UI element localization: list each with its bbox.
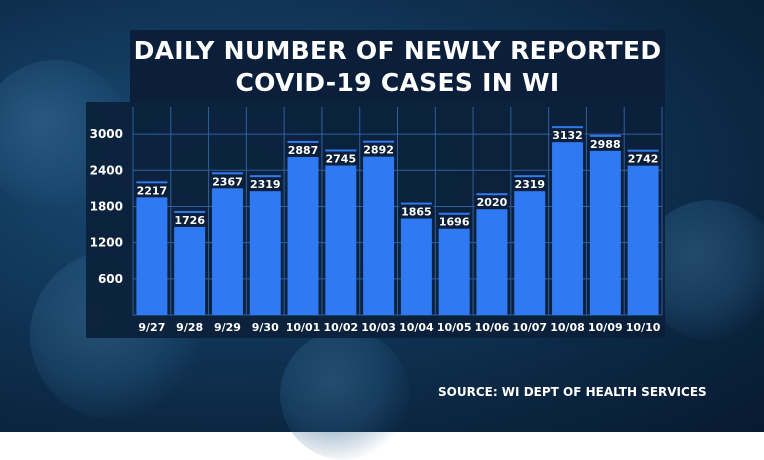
data-label: 1696 — [439, 216, 470, 229]
x-tick-label: 10/08 — [550, 321, 585, 334]
source-credit: SOURCE: WI DEPT OF HEALTH SERVICES — [438, 385, 707, 399]
x-tick-label: 9/28 — [176, 321, 203, 334]
x-tick-label: 10/09 — [588, 321, 623, 334]
data-label-bg — [437, 214, 472, 229]
data-label: 2988 — [590, 138, 621, 151]
data-label-bg — [512, 177, 547, 192]
data-label: 2217 — [137, 184, 168, 197]
data-label: 3132 — [552, 129, 583, 142]
data-label: 2319 — [514, 178, 545, 191]
x-tick-label: 10/02 — [324, 321, 359, 334]
data-label: 1865 — [401, 206, 432, 219]
bar — [514, 175, 546, 315]
x-tick-label: 10/03 — [361, 321, 396, 334]
data-label: 2020 — [477, 196, 508, 209]
bar — [136, 181, 168, 315]
bar — [174, 210, 206, 315]
bar — [249, 175, 281, 315]
x-tick-label: 10/06 — [475, 321, 510, 334]
data-label-bg — [550, 128, 585, 143]
data-label-bg — [361, 142, 396, 157]
data-label-bg — [210, 174, 245, 189]
data-label: 2745 — [326, 153, 357, 166]
y-tick-label: 2400 — [90, 163, 123, 177]
x-tick-label: 9/27 — [138, 321, 165, 334]
y-tick-label: 3000 — [90, 127, 123, 141]
chart-title-box: DAILY NUMBER OF NEWLY REPORTED COVID-19 … — [130, 30, 665, 102]
data-label-bg — [323, 151, 358, 166]
bar — [476, 193, 508, 315]
bar — [400, 202, 432, 315]
y-tick-label: 600 — [98, 272, 123, 286]
data-label: 2319 — [250, 178, 281, 191]
x-tick-label: 10/05 — [437, 321, 472, 334]
bar — [287, 140, 319, 315]
data-label-bg — [626, 151, 661, 166]
data-label-bg — [172, 212, 207, 227]
x-tick-label: 9/29 — [214, 321, 241, 334]
x-tick-label: 10/10 — [626, 321, 661, 334]
x-tick-label: 10/01 — [286, 321, 321, 334]
bar — [438, 212, 470, 315]
data-label-bg — [399, 204, 434, 219]
bar — [552, 126, 584, 315]
x-tick-label: 10/04 — [399, 321, 434, 334]
data-label: 2742 — [628, 153, 659, 166]
y-tick-label: 1200 — [90, 236, 123, 250]
data-label: 2887 — [288, 144, 319, 157]
data-label: 2892 — [363, 144, 394, 157]
data-label: 2367 — [212, 175, 243, 188]
bar — [211, 172, 243, 315]
bar-chart: 600 1200 1800 2400 3000 2217 9/27 1726 9/28 2367 9… — [86, 102, 665, 338]
data-label-bg — [588, 136, 623, 151]
bar — [589, 134, 621, 315]
bar — [325, 149, 357, 315]
chart-title-line-2: COVID-19 CASES IN WI — [235, 68, 560, 97]
data-label: 1726 — [174, 214, 205, 227]
y-tick-label: 1800 — [90, 199, 123, 213]
chart-title-line-1: DAILY NUMBER OF NEWLY REPORTED — [133, 36, 662, 65]
bar — [627, 149, 659, 315]
x-tick-label: 9/30 — [252, 321, 279, 334]
x-tick-label: 10/07 — [512, 321, 547, 334]
data-label-bg — [474, 195, 509, 210]
data-label-bg — [248, 177, 283, 192]
data-label-bg — [134, 183, 169, 198]
bar — [363, 140, 395, 315]
data-label-bg — [286, 142, 321, 157]
